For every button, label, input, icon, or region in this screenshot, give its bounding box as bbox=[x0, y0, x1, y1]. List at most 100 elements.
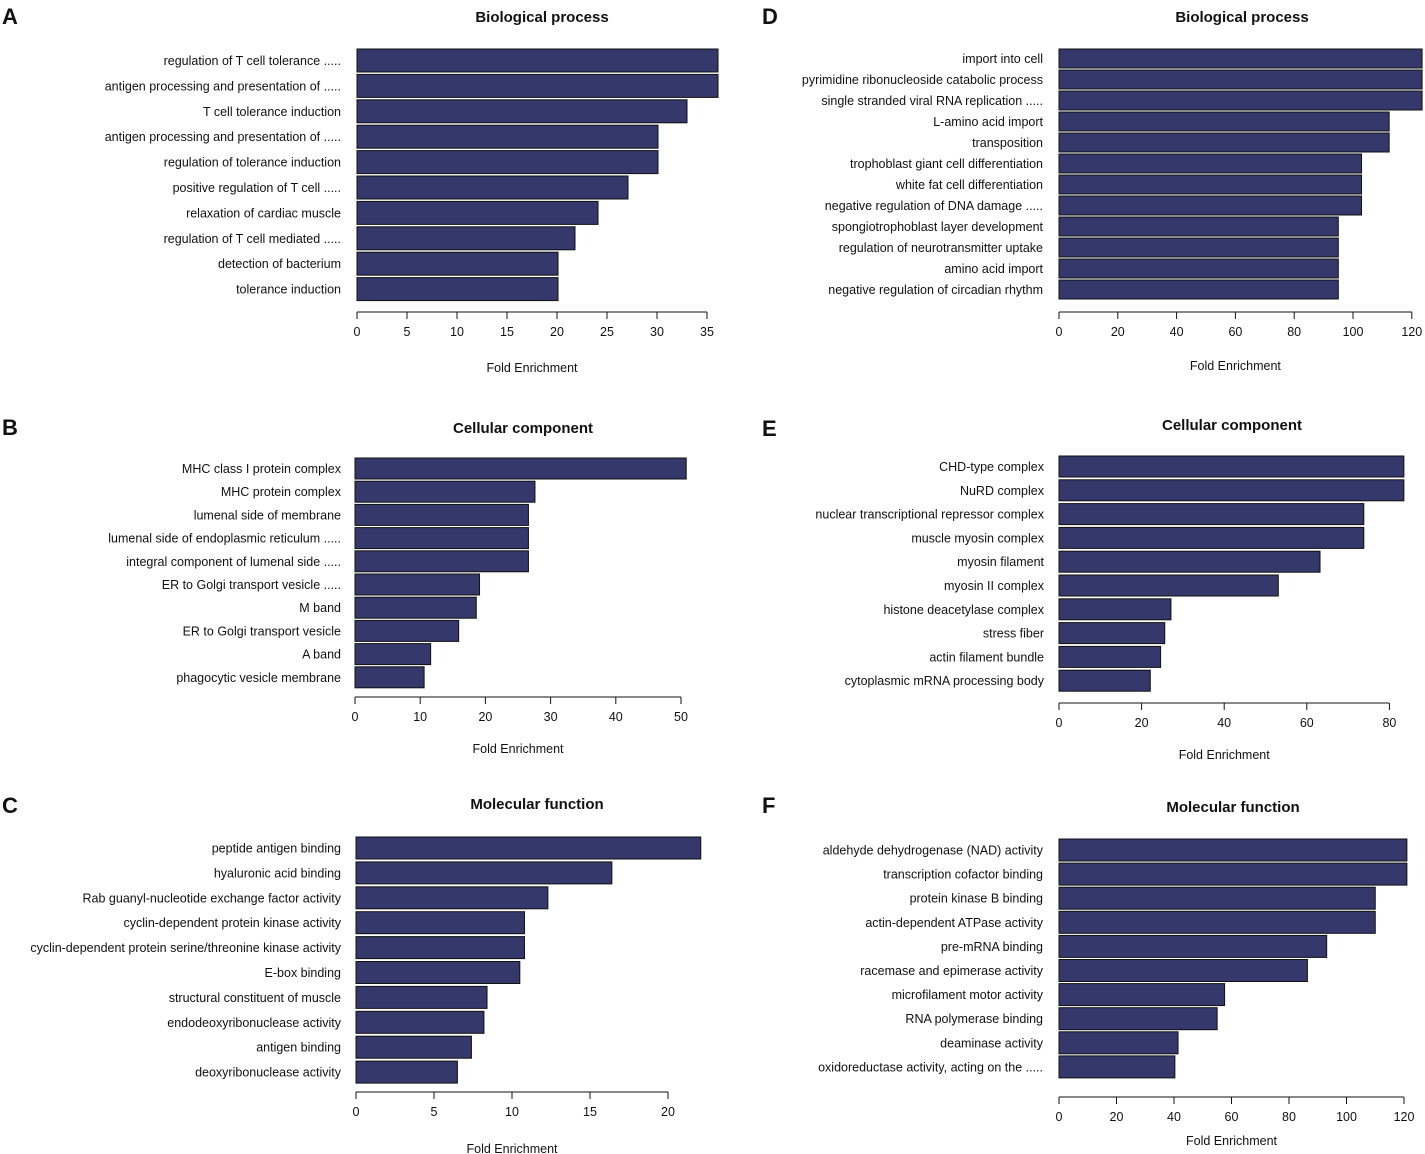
category-label: peptide antigen binding bbox=[212, 842, 341, 856]
bar-3 bbox=[355, 886, 549, 910]
category-label: oxidoreductase activity, acting on the .… bbox=[818, 1060, 1043, 1074]
bar-2 bbox=[355, 861, 613, 885]
bar-3 bbox=[354, 503, 529, 526]
category-label: endodeoxyribonuclease activity bbox=[167, 1016, 341, 1030]
bar-4 bbox=[1058, 111, 1390, 132]
bar-7 bbox=[1058, 174, 1363, 195]
category-label: cyclin-dependent protein serine/threonin… bbox=[30, 941, 341, 955]
category-label: regulation of neurotransmitter uptake bbox=[839, 241, 1043, 255]
category-label: structural constituent of muscle bbox=[169, 991, 341, 1005]
bar-10 bbox=[1058, 669, 1151, 692]
panel-c: C Molecular function peptide antigen bindi… bbox=[2, 793, 702, 1154]
category-label: actin-dependent ATPase activity bbox=[865, 916, 1043, 930]
category-label: myosin filament bbox=[957, 555, 1044, 569]
category-label: regulation of T cell mediated ..... bbox=[164, 232, 341, 246]
panel-f: F Molecular function aldehyde dehydrogenas… bbox=[762, 793, 1414, 1148]
x-tick-label: 120 bbox=[1401, 325, 1422, 339]
category-label: lumenal side of endoplasmic reticulum ..… bbox=[108, 532, 341, 546]
category-label: aldehyde dehydrogenase (NAD) activity bbox=[823, 844, 1044, 858]
bar-9 bbox=[355, 1035, 472, 1059]
x-tick-label: 0 bbox=[353, 1105, 360, 1119]
category-label: NuRD complex bbox=[960, 484, 1045, 498]
x-axis-label: Fold Enrichment bbox=[472, 742, 564, 756]
x-tick-label: 50 bbox=[674, 710, 688, 724]
bar-7 bbox=[1058, 983, 1226, 1007]
category-label: antigen processing and presentation of .… bbox=[105, 130, 341, 144]
category-label: cytoplasmic mRNA processing body bbox=[845, 674, 1045, 688]
bar-7 bbox=[355, 985, 488, 1009]
category-label: tolerance induction bbox=[236, 283, 341, 297]
category-label: deoxyribonuclease activity bbox=[195, 1066, 342, 1080]
bar-10 bbox=[1058, 1055, 1176, 1079]
x-tick-label: 40 bbox=[1170, 325, 1184, 339]
bar-1 bbox=[354, 457, 687, 480]
bar-3 bbox=[1058, 90, 1423, 111]
category-label: Rab guanyl-nucleotide exchange factor ac… bbox=[83, 891, 342, 905]
category-label: pre-mRNA binding bbox=[941, 940, 1043, 954]
panel-letter: F bbox=[762, 793, 775, 818]
bar-5 bbox=[1058, 550, 1321, 573]
bar-4 bbox=[355, 911, 525, 935]
bar-9 bbox=[356, 251, 559, 276]
bar-3 bbox=[1058, 886, 1376, 910]
category-label: cyclin-dependent protein kinase activity bbox=[124, 916, 342, 930]
category-label: ER to Golgi transport vesicle bbox=[183, 624, 341, 638]
bar-6 bbox=[355, 961, 521, 984]
category-label: trophoblast giant cell differentiation bbox=[850, 157, 1043, 171]
bar-5 bbox=[354, 550, 529, 573]
category-label: nuclear transcriptional repressor comple… bbox=[815, 508, 1044, 522]
chart-title: Molecular function bbox=[470, 796, 603, 813]
x-tick-label: 5 bbox=[404, 325, 411, 339]
bar-9 bbox=[1058, 645, 1162, 668]
x-tick-label: 80 bbox=[1282, 1110, 1296, 1124]
chart-title: Cellular component bbox=[1162, 417, 1302, 434]
category-label: antigen processing and presentation of .… bbox=[105, 79, 341, 93]
category-label: positive regulation of T cell ..... bbox=[173, 181, 341, 195]
panel-e: E Cellular component CHD-type complex NuRD … bbox=[762, 416, 1405, 762]
category-label: microfilament motor activity bbox=[892, 988, 1044, 1002]
bar-9 bbox=[354, 643, 432, 666]
x-tick-label: 20 bbox=[1135, 716, 1149, 730]
panel-letter: B bbox=[2, 415, 18, 440]
x-tick-label: 100 bbox=[1343, 325, 1364, 339]
chart-title: Molecular function bbox=[1166, 799, 1299, 816]
bar-2 bbox=[356, 73, 719, 98]
x-tick-label: 10 bbox=[450, 325, 464, 339]
x-tick-label: 30 bbox=[650, 325, 664, 339]
x-tick-label: 0 bbox=[1056, 716, 1063, 730]
bar-1 bbox=[356, 48, 719, 73]
x-axis-label: Fold Enrichment bbox=[1190, 359, 1282, 373]
bar-1 bbox=[355, 836, 702, 860]
x-tick-label: 10 bbox=[505, 1105, 519, 1119]
bar-5 bbox=[355, 936, 525, 960]
bar-6 bbox=[354, 573, 481, 596]
category-label: integral component of lumenal side ..... bbox=[126, 555, 341, 569]
category-label: relaxation of cardiac muscle bbox=[186, 206, 341, 220]
panel-letter: C bbox=[2, 793, 18, 818]
bar-1 bbox=[1058, 455, 1405, 478]
x-tick-label: 35 bbox=[700, 325, 714, 339]
category-label: racemase and epimerase activity bbox=[860, 964, 1043, 978]
category-label: pyrimidine ribonucleoside catabolic proc… bbox=[802, 73, 1043, 87]
category-label: CHD-type complex bbox=[939, 460, 1045, 474]
x-tick-label: 60 bbox=[1228, 325, 1242, 339]
bar-4 bbox=[356, 124, 659, 149]
bar-8 bbox=[355, 1010, 485, 1034]
bar-8 bbox=[354, 619, 460, 642]
panel-letter: D bbox=[762, 4, 778, 29]
category-label: hyaluronic acid binding bbox=[214, 866, 341, 880]
category-label: L-amino acid import bbox=[933, 115, 1043, 129]
bar-3 bbox=[356, 99, 688, 124]
bar-8 bbox=[1058, 1007, 1218, 1031]
bar-9 bbox=[1058, 216, 1339, 237]
category-label: T cell tolerance induction bbox=[203, 105, 341, 119]
x-tick-label: 20 bbox=[661, 1105, 675, 1119]
category-label: import into cell bbox=[962, 52, 1043, 66]
chart-title: Cellular component bbox=[453, 420, 593, 437]
category-label: detection of bacterium bbox=[218, 257, 341, 271]
category-label: regulation of T cell tolerance ..... bbox=[164, 54, 341, 68]
x-tick-label: 10 bbox=[413, 710, 427, 724]
bar-7 bbox=[356, 200, 599, 225]
category-label: spongiotrophoblast layer development bbox=[832, 220, 1044, 234]
